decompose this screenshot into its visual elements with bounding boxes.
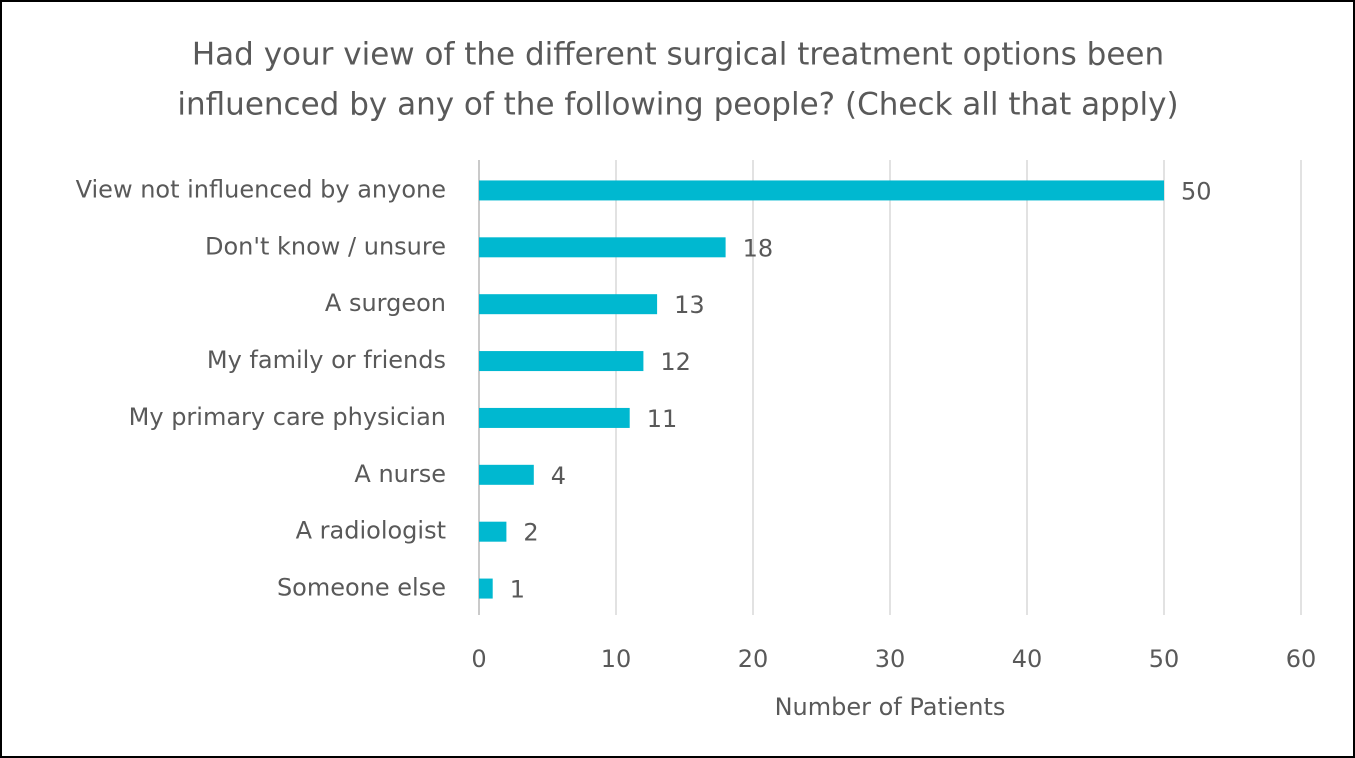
x-tick-label: 50 [1149, 645, 1180, 673]
chart-title: influenced by any of the following peopl… [177, 87, 1178, 123]
chart-title: Had your view of the different surgical … [192, 37, 1164, 73]
x-tick-label: 30 [875, 645, 906, 673]
y-tick-label: My family or friends [207, 346, 446, 374]
y-tick-label: Someone else [277, 574, 446, 602]
data-label: 12 [660, 348, 691, 376]
bar [479, 578, 493, 599]
data-label: 18 [743, 234, 774, 262]
data-label: 1 [510, 576, 525, 604]
data-label: 4 [551, 462, 566, 490]
bar [479, 351, 644, 372]
y-tick-label: Don't know / unsure [205, 232, 446, 260]
bar [479, 237, 726, 258]
y-tick-label: A surgeon [325, 289, 446, 317]
x-axis-label: Number of Patients [775, 693, 1006, 721]
data-label: 2 [523, 519, 538, 547]
data-label: 50 [1181, 177, 1212, 205]
bar [479, 521, 507, 542]
data-label: 11 [647, 405, 678, 433]
x-tick-label: 40 [1012, 645, 1043, 673]
bar [479, 407, 630, 428]
x-tick-label: 60 [1286, 645, 1317, 673]
y-tick-label: A radiologist [296, 517, 446, 545]
x-tick-label: 0 [471, 645, 486, 673]
bar [479, 464, 534, 485]
y-tick-label: My primary care physician [129, 403, 446, 431]
bar [479, 294, 658, 315]
x-tick-label: 10 [601, 645, 632, 673]
x-tick-label: 20 [738, 645, 769, 673]
bar [479, 180, 1164, 201]
y-tick-label: A nurse [354, 460, 446, 488]
data-label: 13 [674, 291, 705, 319]
y-tick-label: View not influenced by anyone [76, 175, 446, 203]
